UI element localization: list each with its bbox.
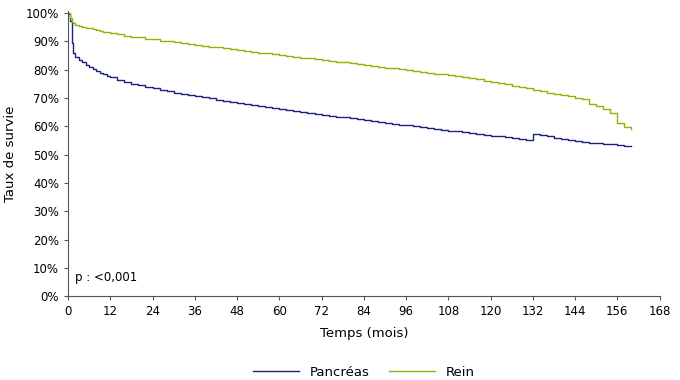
Rein: [96, 28, 104, 33]
Pancréas: [628, 144, 636, 148]
Rein: [522, 86, 530, 90]
Rein: [628, 127, 636, 131]
Text: p : <0,001: p : <0,001: [75, 271, 137, 283]
Pancréas: [64, 11, 72, 15]
Line: Pancréas: Pancréas: [68, 13, 632, 146]
Pancréas: [599, 142, 607, 146]
Pancréas: [190, 94, 199, 98]
X-axis label: Temps (mois): Temps (mois): [320, 327, 408, 340]
Y-axis label: Taux de survie: Taux de survie: [4, 106, 17, 202]
Rein: [437, 72, 445, 77]
Pancréas: [536, 133, 544, 138]
Rein: [599, 107, 607, 111]
Rein: [190, 43, 199, 47]
Pancréas: [96, 70, 104, 75]
Line: Rein: Rein: [68, 13, 632, 129]
Pancréas: [437, 127, 445, 132]
Pancréas: [522, 137, 530, 142]
Legend: Pancréas, Rein: Pancréas, Rein: [253, 366, 475, 379]
Rein: [64, 11, 72, 15]
Rein: [536, 89, 544, 93]
